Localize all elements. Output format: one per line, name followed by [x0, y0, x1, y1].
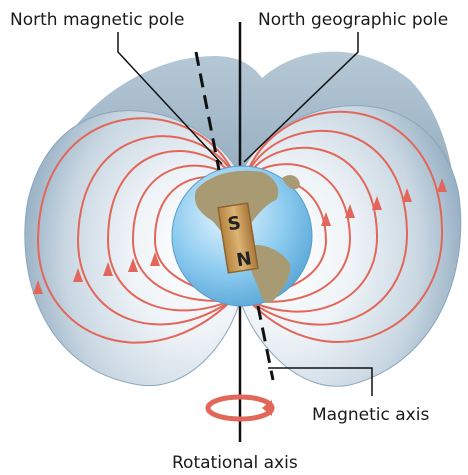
label-north-geographic-pole: North geographic pole — [258, 10, 448, 30]
bar-magnet: S N — [217, 202, 259, 274]
leader-north-magnetic-pole — [117, 32, 223, 165]
magnet-north-letter: N — [235, 248, 253, 271]
field-arrow — [402, 188, 412, 202]
field-lobe-left — [24, 110, 241, 387]
field-line — [76, 135, 233, 326]
field-line — [247, 146, 379, 313]
magnetic-axis-lower — [256, 305, 275, 381]
field-arrow — [345, 204, 355, 218]
rotation-arrowhead — [262, 400, 272, 416]
label-rotational-axis: Rotational axis — [172, 453, 298, 473]
field-arrow — [33, 280, 43, 294]
field-line — [247, 163, 352, 303]
torus-back-rim — [32, 51, 457, 250]
field-line — [247, 130, 409, 326]
field-line — [131, 164, 233, 302]
field-arrow — [372, 196, 382, 210]
field-arrows — [33, 178, 447, 294]
magnet-south-letter: S — [226, 213, 242, 236]
north-america-landmass — [194, 170, 279, 237]
leader-magnetic-axis — [268, 367, 373, 396]
rotation-arrow — [205, 394, 275, 422]
leader-north-geographic-pole — [243, 32, 359, 163]
south-america-landmass — [247, 244, 291, 303]
field-arrow — [321, 212, 331, 226]
greenland-landmass — [282, 175, 300, 190]
field-line — [247, 110, 444, 343]
label-magnetic-axis: Magnetic axis — [312, 405, 429, 425]
field-arrow — [103, 262, 113, 276]
label-north-magnetic-pole: North magnetic pole — [10, 10, 184, 30]
magnetic-axis-upper — [194, 51, 221, 171]
field-line — [36, 117, 233, 344]
field-arrow — [73, 268, 83, 282]
magnet-body — [217, 202, 259, 274]
field-arrow — [128, 258, 138, 272]
field-arrow — [437, 178, 447, 192]
field-arrow — [150, 252, 160, 266]
field-line — [106, 150, 233, 312]
field-lines-right — [247, 110, 444, 343]
